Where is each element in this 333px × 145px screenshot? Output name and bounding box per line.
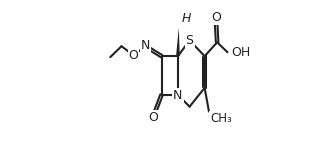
Text: CH₃: CH₃ xyxy=(210,112,232,125)
Text: OH: OH xyxy=(231,46,251,59)
Text: O: O xyxy=(211,11,221,24)
Text: S: S xyxy=(185,34,193,47)
Polygon shape xyxy=(176,27,180,56)
Text: H: H xyxy=(182,12,191,25)
Text: O: O xyxy=(129,49,139,62)
Text: O: O xyxy=(149,111,159,124)
Text: N: N xyxy=(141,39,150,52)
Text: N: N xyxy=(173,89,182,102)
